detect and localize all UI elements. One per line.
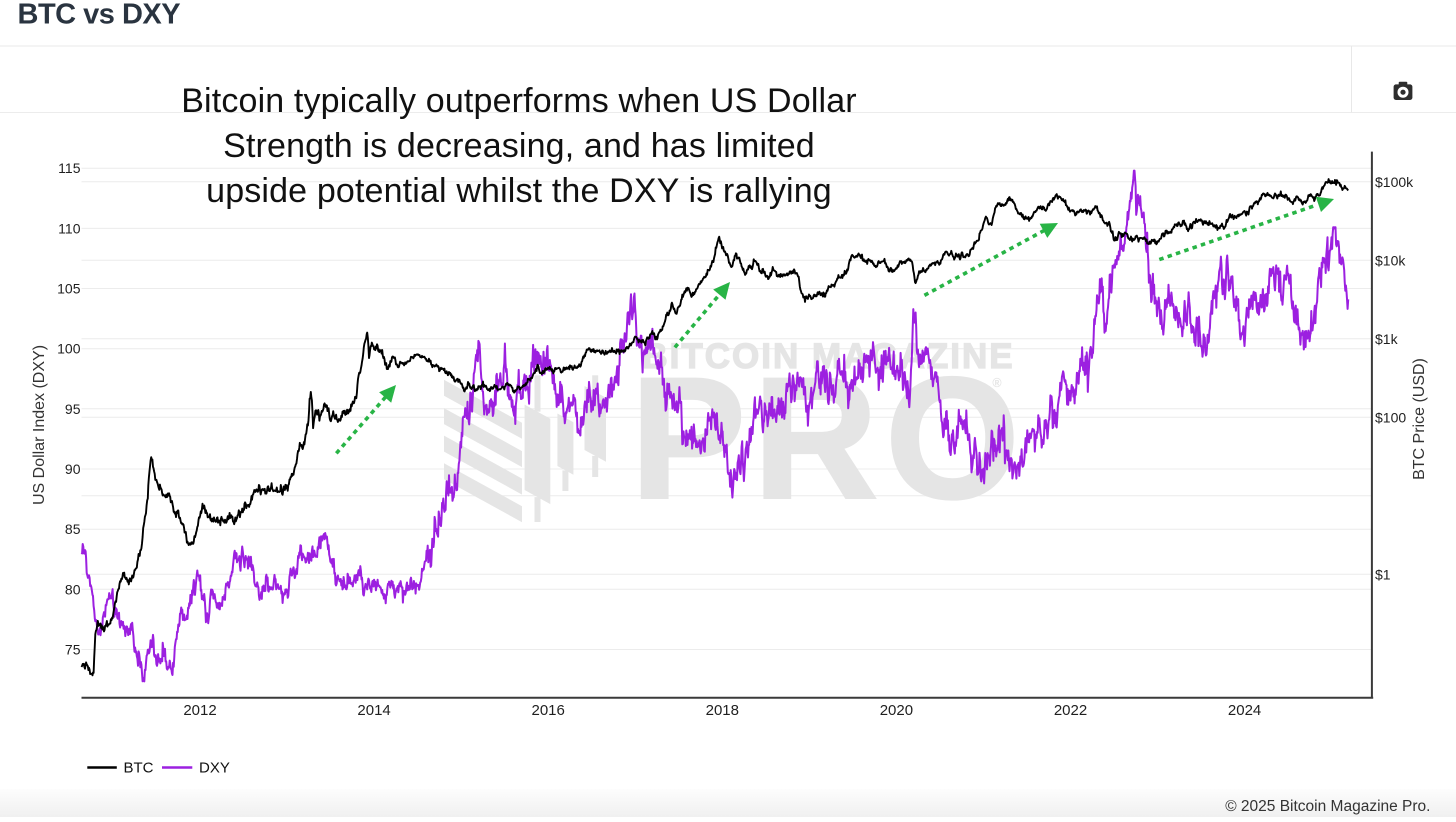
svg-text:US Dollar Index (DXY): US Dollar Index (DXY) [31,345,48,505]
svg-text:2016: 2016 [532,702,565,719]
svg-text:Bitcoin typically outperforms: Bitcoin typically outperforms when US Do… [181,82,857,120]
svg-text:2022: 2022 [1054,702,1087,719]
svg-text:DXY: DXY [199,760,230,777]
svg-text:105: 105 [57,281,81,297]
svg-text:$1: $1 [1375,566,1391,582]
svg-text:2014: 2014 [357,702,390,719]
svg-text:95: 95 [65,401,81,417]
svg-text:$10k: $10k [1375,252,1406,268]
svg-text:© 2025 Bitcoin Magazine Pro.: © 2025 Bitcoin Magazine Pro. [1225,798,1430,815]
svg-text:75: 75 [65,642,81,658]
svg-text:80: 80 [65,581,81,597]
svg-text:2020: 2020 [880,702,913,719]
svg-text:115: 115 [58,160,81,176]
svg-text:$1k: $1k [1375,331,1399,347]
svg-text:®: ® [992,376,1002,390]
svg-text:Strength is decreasing, and ha: Strength is decreasing, and has limited [223,127,815,165]
svg-text:$100: $100 [1375,409,1406,425]
svg-text:2024: 2024 [1228,702,1261,719]
svg-text:BTC vs DXY: BTC vs DXY [18,0,181,30]
svg-text:2012: 2012 [183,702,216,719]
svg-text:2018: 2018 [706,702,739,719]
svg-text:$100k: $100k [1375,174,1414,190]
svg-text:110: 110 [58,220,81,236]
svg-text:BTC Price (USD): BTC Price (USD) [1411,358,1428,480]
svg-text:BTC: BTC [124,760,154,777]
svg-text:100: 100 [57,341,81,357]
svg-text:85: 85 [65,521,81,537]
svg-text:90: 90 [65,461,81,477]
svg-text:BITCOIN MAGAZINE: BITCOIN MAGAZINE [642,337,1014,376]
svg-text:upside potential whilst the DX: upside potential whilst the DXY is rally… [206,172,832,210]
